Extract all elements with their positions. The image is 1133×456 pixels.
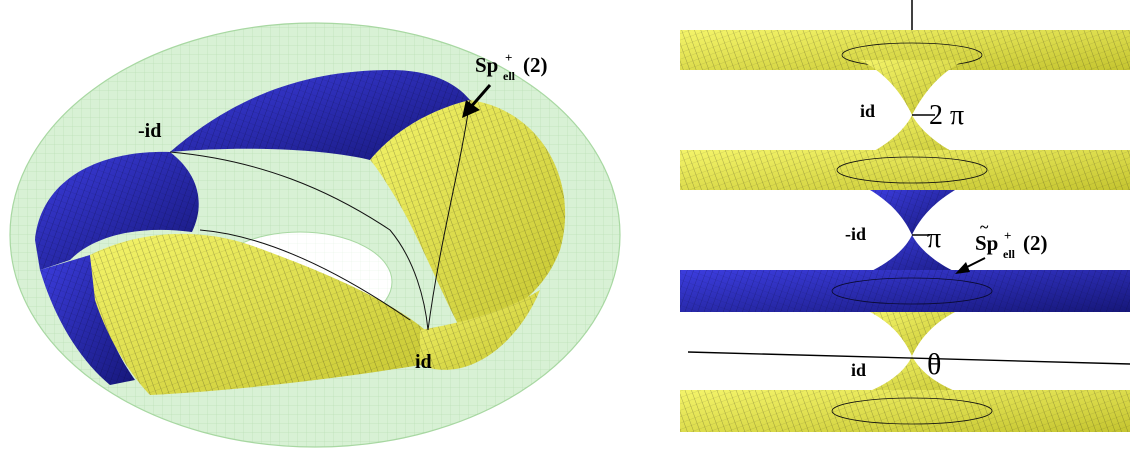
sheet-top <box>680 30 1130 70</box>
label-tilde-sup: + <box>1004 228 1011 243</box>
label-sp: Sp <box>475 53 498 77</box>
cone-blue-lower <box>850 235 975 280</box>
yellow-lobe-right <box>370 100 566 328</box>
label-sp-sup: + <box>505 50 512 65</box>
label-id-bottom: id <box>851 360 866 380</box>
surface-seams <box>169 99 471 331</box>
yellow-sheet-lower <box>90 233 540 395</box>
label-tilde: ~ <box>980 219 989 236</box>
arrow-tilde-sp-ell <box>955 257 986 274</box>
label-minus-id: -id <box>138 120 161 142</box>
label-sp-arg: (2) <box>523 53 548 77</box>
label-sp-sub: ell <box>503 69 516 83</box>
cone-zero-lower <box>850 356 975 398</box>
cone-zero-upper <box>870 312 955 356</box>
label-theta: θ <box>927 348 941 381</box>
label-sp-ell: Sp + ell (2) <box>475 50 548 83</box>
universal-cover-figure: id 2 π -id π ~ Sp + ell (2) id θ <box>680 0 1131 432</box>
blue-band-left <box>35 151 199 385</box>
arrow-sp-ell <box>462 84 492 118</box>
sheet-blue <box>680 270 1130 312</box>
horizontal-axis <box>687 351 1131 365</box>
label-tilde-arg: (2) <box>1023 231 1048 255</box>
label-tilde-sp: Sp <box>975 231 998 255</box>
blue-band-upper <box>170 70 470 160</box>
cone-top <box>860 60 965 115</box>
sheet-bottom <box>680 390 1130 432</box>
label-2pi: 2 π <box>929 100 964 131</box>
sheet-second <box>680 150 1130 190</box>
cone-blue-upper <box>870 190 955 235</box>
torus-figure: Sp + ell (2) -id id <box>9 22 621 448</box>
label-tilde-sub: ell <box>1003 247 1016 261</box>
label-tilde-sp-ell: ~ Sp + ell (2) <box>975 219 1048 261</box>
cone-2pi-lower <box>855 115 970 160</box>
label-id: id <box>415 351 432 373</box>
label-pi: π <box>927 223 941 254</box>
label-id-top: id <box>860 101 875 121</box>
label-minus-id-right: -id <box>845 224 866 244</box>
